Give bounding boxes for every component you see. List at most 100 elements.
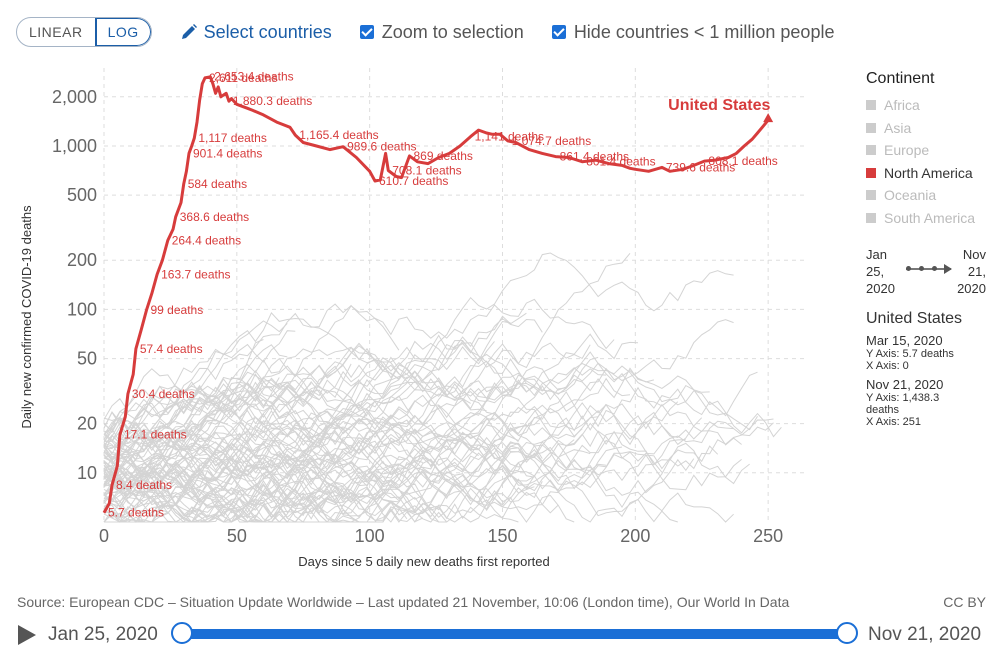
data-label: 99 deaths: [151, 303, 204, 317]
background-country-line: [103, 317, 543, 449]
data-label: 808.1 deaths: [708, 154, 777, 168]
x-tick-label: 50: [227, 526, 247, 546]
hide-small-label: Hide countries < 1 million people: [573, 21, 835, 42]
background-country-line: [103, 389, 742, 451]
background-country-line: [103, 464, 424, 523]
data-label: 17.1 deaths: [124, 428, 187, 442]
data-label: 610.7 deaths: [379, 174, 448, 188]
legend-item-africa[interactable]: Africa: [866, 94, 996, 117]
data-label: 264.4 deaths: [172, 233, 241, 247]
legend-label: South America: [884, 209, 976, 226]
legend-item-europe[interactable]: Europe: [866, 139, 996, 162]
data-label: 368.6 deaths: [180, 210, 249, 224]
legend-label: Europe: [884, 142, 930, 159]
y-tick-label: 20: [77, 414, 97, 434]
background-country-line: [103, 357, 710, 472]
legend-item-oceania[interactable]: Oceania: [866, 184, 996, 207]
data-label: 1,074.7 deaths: [512, 134, 591, 148]
data-label: 1,117 deaths: [198, 131, 267, 145]
background-country-line: [103, 403, 607, 498]
zoom-to-selection-toggle[interactable]: Zoom to selection: [359, 21, 524, 43]
x-tick-label: 150: [487, 526, 517, 546]
tooltip-end-date: Nov 21, 2020: [866, 377, 944, 392]
data-label: 801.4 deaths: [586, 155, 655, 169]
series-line-united-states: [102, 75, 770, 514]
background-country-line: [103, 442, 543, 510]
legend-label: North America: [884, 164, 973, 181]
mini-timeline: Jan 25, 2020 Nov 21, 2020: [866, 246, 996, 300]
legend-swatch: [866, 212, 876, 223]
toolbar: LINEAR LOG Select countries Zoom to sele…: [16, 16, 834, 48]
tooltip-country: United States: [866, 310, 963, 327]
slider-end-handle[interactable]: [836, 622, 858, 644]
data-label: 739.6 deaths: [666, 160, 735, 174]
x-tick-label: 200: [620, 526, 650, 546]
background-country-line: [103, 429, 431, 489]
mini-start-year: 2020: [866, 281, 895, 296]
play-icon[interactable]: [18, 625, 36, 645]
hide-small-checkbox[interactable]: [551, 25, 566, 39]
background-country-line: [103, 333, 639, 452]
log-scale-button[interactable]: LOG: [94, 18, 151, 46]
slider-end-label: Nov 21, 2020: [868, 624, 982, 645]
y-tick-label: 200: [67, 250, 97, 270]
data-label: 861.4 deaths: [560, 150, 629, 164]
mini-end-day: 21,: [967, 264, 986, 279]
y-tick-label: 50: [77, 349, 97, 369]
zoom-label: Zoom to selection: [381, 21, 524, 42]
mini-start-day: 25,: [866, 264, 885, 279]
x-tick-label: 250: [753, 526, 783, 546]
continent-legend: Continent Africa Asia Europe North America O…: [866, 70, 996, 229]
background-country-line: [103, 433, 750, 520]
legend-swatch: [866, 100, 876, 111]
series-end-marker: [763, 113, 774, 123]
timeline-slider-track[interactable]: [181, 629, 846, 639]
mini-dot: [919, 266, 924, 271]
tooltip-start-y: Y Axis: 5.7 deaths: [866, 348, 954, 360]
background-country-line: [103, 426, 392, 471]
background-country-line: [103, 252, 734, 450]
pencil-icon: [181, 24, 197, 39]
background-country-line: [103, 422, 686, 519]
zoom-checkbox[interactable]: [359, 25, 374, 39]
legend-swatch: [866, 145, 876, 156]
legend-title: Continent: [866, 70, 935, 87]
background-country-line: [103, 379, 320, 452]
data-label: 989.6 deaths: [347, 140, 416, 154]
legend-items: Africa Asia Europe North America Oceania Sout…: [866, 94, 996, 229]
scale-toggle: LINEAR LOG: [16, 17, 152, 47]
background-country-line: [103, 442, 519, 523]
background-country-line: [103, 403, 703, 523]
background-country-line: [103, 417, 400, 523]
x-tick-label: 100: [355, 526, 385, 546]
mini-timeline-line: [906, 264, 952, 274]
slider-start-handle[interactable]: [171, 622, 193, 644]
tooltip-end-x: X Axis: 251: [866, 416, 922, 428]
data-label: 901.4 deaths: [193, 146, 262, 160]
data-label: 30.4 deaths: [132, 387, 195, 401]
license-link[interactable]: CC BY: [943, 594, 986, 610]
background-country-line: [103, 427, 344, 483]
data-label: 163.7 deaths: [161, 267, 230, 281]
axis-ticks: 10 20 50 100 200 500 1,000 2,000 0 50 100 150 200 250: [52, 87, 783, 546]
x-tick-label: 0: [99, 526, 109, 546]
background-country-line: [103, 330, 296, 443]
data-label: 1,165.4 deaths: [299, 128, 378, 142]
legend-item-south-america[interactable]: South America: [866, 207, 996, 230]
hide-small-countries-toggle[interactable]: Hide countries < 1 million people: [551, 21, 835, 43]
legend-item-asia[interactable]: Asia: [866, 117, 996, 140]
linear-scale-button[interactable]: LINEAR: [29, 24, 83, 40]
data-label: 1,141 deaths: [475, 130, 544, 144]
background-country-line: [103, 384, 758, 444]
background-country-line: [103, 442, 742, 518]
data-label: 8.4 deaths: [116, 478, 172, 492]
select-countries-button[interactable]: Select countries: [180, 22, 332, 43]
tooltip-start-x: X Axis: 0: [866, 360, 909, 372]
mini-end-month: Nov: [962, 247, 986, 262]
legend-label: Oceania: [884, 187, 937, 204]
legend-item-north-america[interactable]: North America: [866, 162, 996, 185]
series-label: United States: [668, 97, 770, 114]
hover-tooltip: United States Mar 15, 2020 Y Axis: 5.7 d…: [866, 310, 996, 428]
data-label: 2,611 deaths: [209, 71, 278, 85]
background-country-line: [103, 454, 280, 494]
